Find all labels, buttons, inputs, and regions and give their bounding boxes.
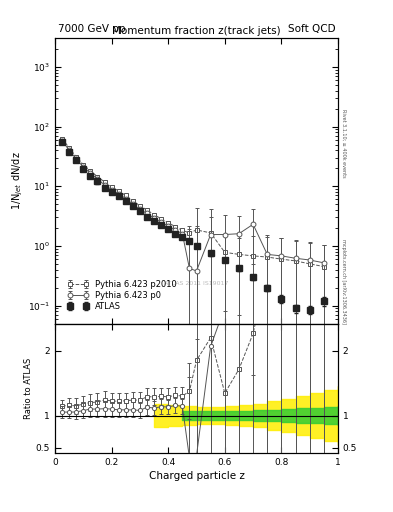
X-axis label: Charged particle z: Charged particle z — [149, 471, 244, 481]
Text: Rivet 3.1.10; ≥ 400k events: Rivet 3.1.10; ≥ 400k events — [342, 109, 346, 178]
Legend: Pythia 6.423 p2010, Pythia 6.423 p0, ATLAS: Pythia 6.423 p2010, Pythia 6.423 p0, ATL… — [65, 278, 179, 314]
Text: Soft QCD: Soft QCD — [288, 24, 335, 34]
Title: Momentum fraction z(track jets): Momentum fraction z(track jets) — [112, 26, 281, 36]
Text: 7000 GeV pp: 7000 GeV pp — [58, 24, 125, 34]
Text: mcplots.cern.ch [arXiv:1306.3436]: mcplots.cern.ch [arXiv:1306.3436] — [342, 239, 346, 324]
Y-axis label: Ratio to ATLAS: Ratio to ATLAS — [24, 358, 33, 419]
Text: ATLAS 2011 IS19017: ATLAS 2011 IS19017 — [164, 281, 229, 286]
Y-axis label: 1/N$_{jet}$ dN/dz: 1/N$_{jet}$ dN/dz — [11, 152, 25, 210]
